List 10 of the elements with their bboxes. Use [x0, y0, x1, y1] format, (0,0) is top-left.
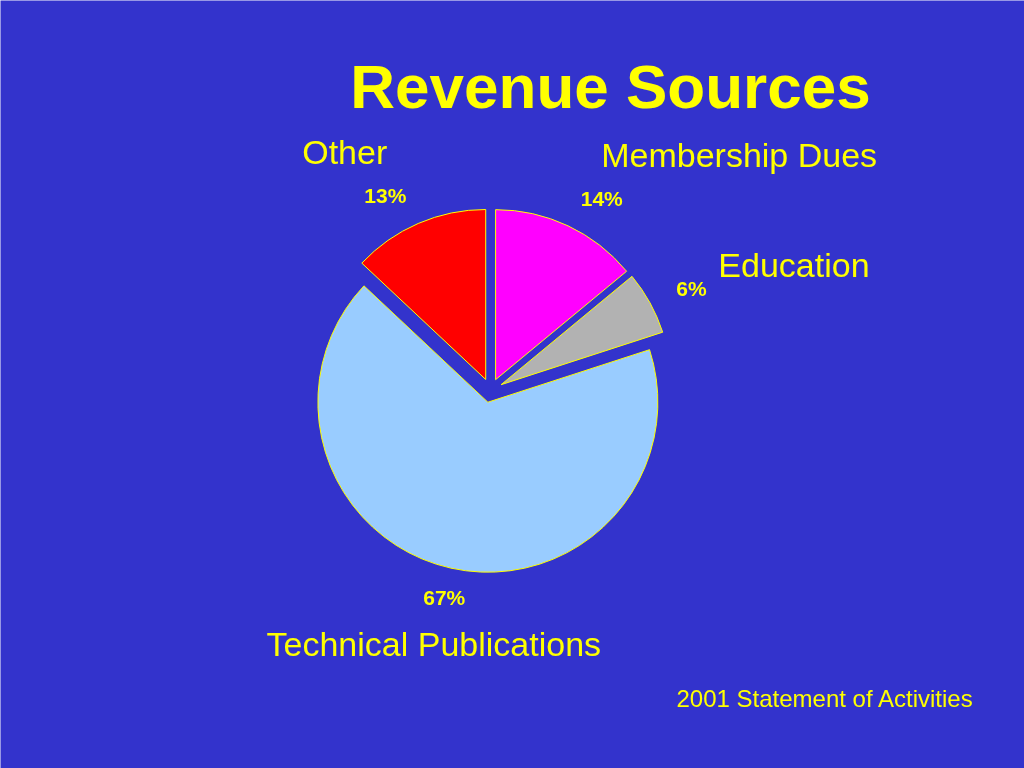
slice-label: Other — [302, 132, 388, 171]
chart-title: Revenue Sources — [350, 52, 871, 121]
text: 2001 Statement of Activities — [676, 685, 973, 712]
data-label: 67% — [423, 585, 466, 609]
slice-label: Education — [718, 246, 870, 285]
data-label: 13% — [364, 184, 407, 208]
slice-label: Technical Publications — [266, 625, 602, 664]
data-label: 6% — [676, 276, 707, 300]
slice-label: Membership Dues — [601, 136, 878, 175]
data-label: 14% — [580, 187, 624, 211]
